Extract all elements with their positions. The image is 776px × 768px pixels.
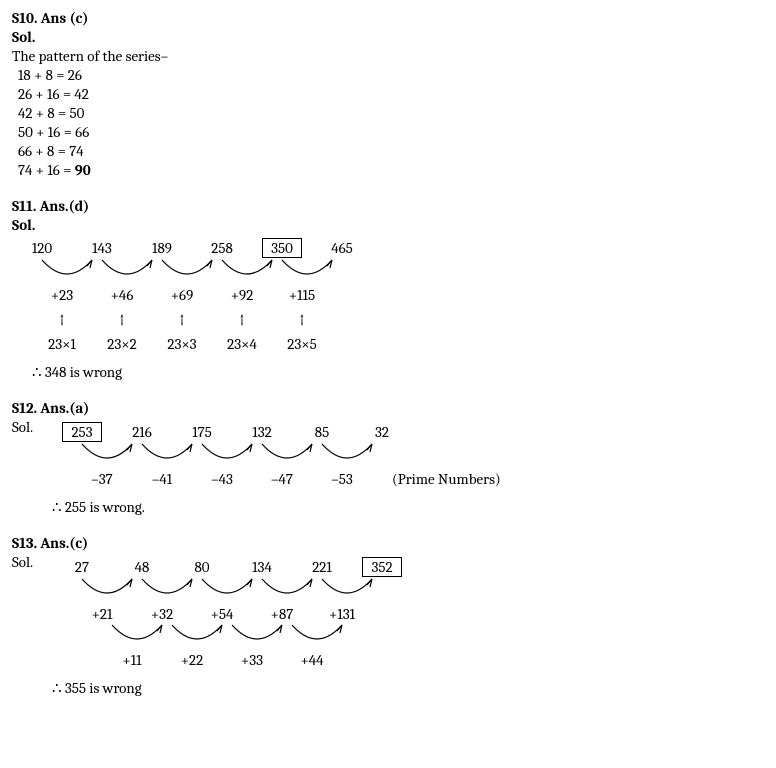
diff-value: +22 (162, 651, 222, 669)
s13-diffs: +21+32+54+87+131 (72, 605, 764, 623)
s13-arcs (72, 577, 764, 605)
s10-eq-5: 74 + 16 = 90 (18, 161, 764, 179)
s11-diffs: +23+46+69+92+115 (32, 286, 764, 304)
s13-series: 274880134221352 (52, 557, 764, 577)
mult-value: 23×3 (152, 335, 212, 353)
s10-eq-5-lhs: 74 + 16 = (18, 161, 75, 179)
s12-note: (Prime Numbers) (392, 470, 501, 488)
s10-eq-3: 50 + 16 = 66 (18, 123, 764, 141)
s11-conclusion: ∴ 348 is wrong (32, 363, 764, 381)
series-num: 80 (172, 558, 232, 576)
s10-eq-1: 26 + 16 = 42 (18, 85, 764, 103)
diff-value: +44 (282, 651, 342, 669)
s10-pattern-line: The pattern of the series– (12, 47, 764, 65)
s13-header: S13. Ans.(c) (12, 534, 764, 552)
s13-sol: Sol. (12, 553, 52, 571)
mult-value: 23×1 (32, 335, 92, 353)
s10-eq-2: 42 + 8 = 50 (18, 104, 764, 122)
s10-block: S10. Ans (c) Sol. The pattern of the ser… (12, 9, 764, 179)
diff-value: +23 (32, 286, 92, 304)
s12-block: S12. Ans.(a) Sol. 2532161751328532 –37–4… (12, 399, 764, 516)
s13-diffs2: +11+22+33+44 (102, 651, 764, 669)
series-num: 465 (312, 239, 372, 257)
series-num: 189 (132, 239, 192, 257)
s13-block: S13. Ans.(c) Sol. 274880134221352 +21+32… (12, 534, 764, 697)
series-num: 258 (192, 239, 252, 257)
series-num: 143 (72, 239, 132, 257)
series-num: 253 (52, 422, 112, 442)
series-num: 175 (172, 423, 232, 441)
s13-conclusion: ∴ 355 is wrong (52, 679, 764, 697)
diff-value: +21 (72, 605, 132, 623)
diff-value: +115 (272, 286, 332, 304)
up-arrow-icon: ↑ (212, 310, 272, 331)
series-num: 350 (252, 238, 312, 258)
diff-value: –37 (72, 470, 132, 488)
diff-value: –47 (252, 470, 312, 488)
s11-mults: 23×123×223×323×423×5 (32, 335, 764, 353)
diff-value: +92 (212, 286, 272, 304)
s12-conclusion: ∴ 255 is wrong. (52, 498, 764, 516)
mult-value: 23×2 (92, 335, 152, 353)
s12-diffs: –37–41–43–47–53 (72, 470, 372, 488)
s11-block: S11. Ans.(d) Sol. 120143189258350465 +23… (12, 197, 764, 381)
up-arrow-icon: ↑ (272, 310, 332, 331)
s11-sol: Sol. (12, 216, 764, 234)
mult-value: 23×5 (272, 335, 332, 353)
series-num: 48 (112, 558, 172, 576)
diff-value: +46 (92, 286, 152, 304)
s11-uparrows: ↑↑↑↑↑ (32, 310, 764, 331)
series-num: 352 (352, 557, 412, 577)
diff-value: +87 (252, 605, 312, 623)
series-num: 32 (352, 423, 412, 441)
s12-sol: Sol. (12, 418, 52, 436)
s10-sol: Sol. (12, 28, 764, 46)
s10-eq-5-ans: 90 (75, 161, 91, 179)
s13-arcs2 (102, 623, 764, 651)
up-arrow-icon: ↑ (32, 310, 92, 331)
up-arrow-icon: ↑ (92, 310, 152, 331)
s12-series: 2532161751328532 (52, 422, 764, 442)
mult-value: 23×4 (212, 335, 272, 353)
s11-series: 120143189258350465 (12, 238, 764, 258)
series-num: 216 (112, 423, 172, 441)
diff-value: +32 (132, 605, 192, 623)
series-num: 221 (292, 558, 352, 576)
diff-value: +69 (152, 286, 212, 304)
series-num: 120 (12, 239, 72, 257)
diff-value: +54 (192, 605, 252, 623)
series-num: 134 (232, 558, 292, 576)
s11-arcs (32, 258, 764, 286)
series-num: 132 (232, 423, 292, 441)
diff-value: +131 (312, 605, 372, 623)
diff-value: –41 (132, 470, 192, 488)
s11-header: S11. Ans.(d) (12, 197, 764, 215)
s10-eq-4: 66 + 8 = 74 (18, 142, 764, 160)
s10-header: S10. Ans (c) (12, 9, 764, 27)
diff-value: +11 (102, 651, 162, 669)
s10-eq-0: 18 + 8 = 26 (18, 66, 764, 84)
s12-arcs (72, 442, 764, 470)
diff-value: +33 (222, 651, 282, 669)
s12-header: S12. Ans.(a) (12, 399, 764, 417)
diff-value: –53 (312, 470, 372, 488)
up-arrow-icon: ↑ (152, 310, 212, 331)
diff-value: –43 (192, 470, 252, 488)
series-num: 27 (52, 558, 112, 576)
series-num: 85 (292, 423, 352, 441)
